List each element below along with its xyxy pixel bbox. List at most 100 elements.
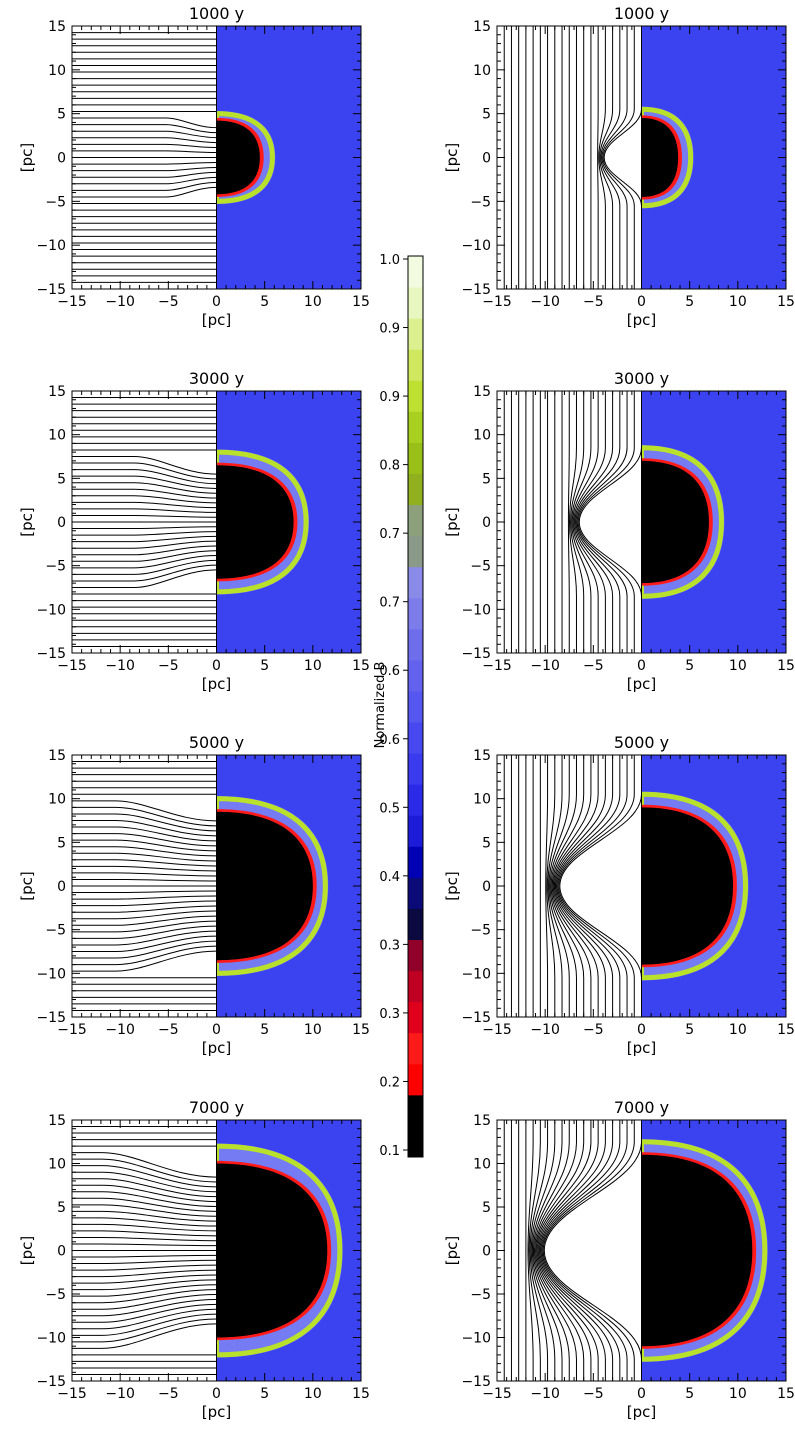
y-tick-label: 5 [57,471,66,487]
y-tick-label: 5 [57,1200,66,1216]
colorbar-segment [408,597,423,630]
field-line [72,846,217,857]
field-line [72,800,217,822]
colorbar-segment [408,1063,423,1096]
field-line [72,945,217,966]
y-axis-label: [pc] [443,507,461,536]
y-tick-label: 5 [482,107,491,123]
field-line [72,833,217,847]
x-tick-label: 5 [260,294,269,310]
field-line [72,900,217,907]
y-tick-label: −5 [45,559,66,575]
colorbar-segment [408,970,423,1003]
x-tick-label: −10 [530,1022,560,1038]
y-axis-label: [pc] [443,143,461,172]
colorbar: 1.0 0.9 0.9 0.8 0.7 0.7 0.6 0.6 0.5 0.4 0.3 0.3 0.2 0… [373,253,424,1159]
field-line [72,1217,217,1227]
field-line [72,559,217,575]
colorbar-segment [408,939,423,972]
field-line [570,391,585,653]
field-line [72,124,217,134]
field-line [72,1223,217,1232]
field-line [72,150,217,154]
y-tick-label: −10 [461,1331,491,1347]
x-tick-label: −10 [530,1386,560,1402]
y-tick-label: 10 [48,792,66,808]
colorbar-segment [408,318,423,350]
x-axis-label: [pc] [627,675,656,693]
x-tick-label: 5 [260,658,269,674]
field-line [72,905,217,913]
field-line [72,1303,217,1323]
y-tick-label: −15 [36,646,66,662]
shell-edge [214,1143,343,1358]
x-tick-label: −5 [158,294,179,310]
x-tick-label: 15 [777,1386,795,1402]
x-axis-label: [pc] [627,1403,656,1421]
field-line [72,181,217,191]
field-line [72,950,217,972]
panel-title: 3000 y [189,369,244,388]
colorbar-segment [408,1125,423,1158]
colorbar-segment [408,784,423,816]
x-tick-label: −10 [105,658,135,674]
colorbar-tick-label: 0.7 [379,527,400,542]
x-tick-label: −10 [105,294,135,310]
ticks [496,25,787,290]
x-tick-label: 10 [729,1386,747,1402]
colorbar-tick-label: 0.7 [379,596,400,611]
field-line [567,391,570,653]
x-tick-label: 10 [304,658,322,674]
plot-area [72,755,361,1017]
field-line [72,569,217,588]
x-tick-label: 5 [260,1386,269,1402]
field-line [72,143,217,149]
field-line [549,755,577,1017]
panel-8: −15 −10 −5 0 5 10 15 15 10 5 0 −5 −10 −15 7000 y [pc] [p… [443,1098,795,1421]
panel-4: −15 −10 −5 0 5 10 15 15 10 5 0 −5 −10 −15 3000 y [pc] [p… [443,369,795,693]
x-tick-label: −5 [158,1386,179,1402]
colorbar-segment [408,473,423,506]
field-line [72,1259,217,1265]
panel-1: −15 −10 −5 0 5 10 15 15 10 5 0 −5 −10 −15 1000 y [pc] [p… [18,4,370,329]
plot-area [72,26,361,289]
field-line [72,495,217,504]
x-tick-label: −15 [57,658,87,674]
y-tick-label: 15 [48,384,66,400]
x-tick-label: 10 [729,294,747,310]
field-line [545,755,549,1017]
panel-title: 7000 y [189,1098,244,1117]
x-tick-label: −15 [482,658,512,674]
field-line [601,26,628,289]
x-tick-label: −5 [583,1386,604,1402]
field-line [72,878,217,882]
field-line [72,456,217,475]
y-axis-label: [pc] [18,143,36,172]
field-line [578,391,642,653]
panel-2: −15 −10 −5 0 5 10 15 15 10 5 0 −5 −10 −15 1000 y [pc] [p… [443,4,795,329]
x-tick-label: −10 [105,1022,135,1038]
field-line [72,865,217,872]
field-line [72,1264,217,1271]
plot-area [497,1120,786,1381]
field-line [528,1120,541,1381]
field-line [72,1254,217,1258]
field-line [569,391,577,653]
y-tick-label: 5 [57,835,66,851]
field-line [534,1120,577,1381]
y-tick-label: −10 [36,1331,66,1347]
field-line [72,137,217,144]
colorbar-frame [407,255,424,1158]
ticks [71,754,362,1018]
field-line [577,391,635,653]
colorbar-tick-label: 0.6 [379,733,400,748]
x-tick-label: −15 [482,1386,512,1402]
field-line [72,1243,217,1247]
field-line [546,755,556,1017]
field-line [552,755,599,1017]
colorbar-segment [408,722,423,754]
field-line [72,1210,217,1222]
field-line [72,540,217,549]
y-tick-label: −10 [36,966,66,982]
